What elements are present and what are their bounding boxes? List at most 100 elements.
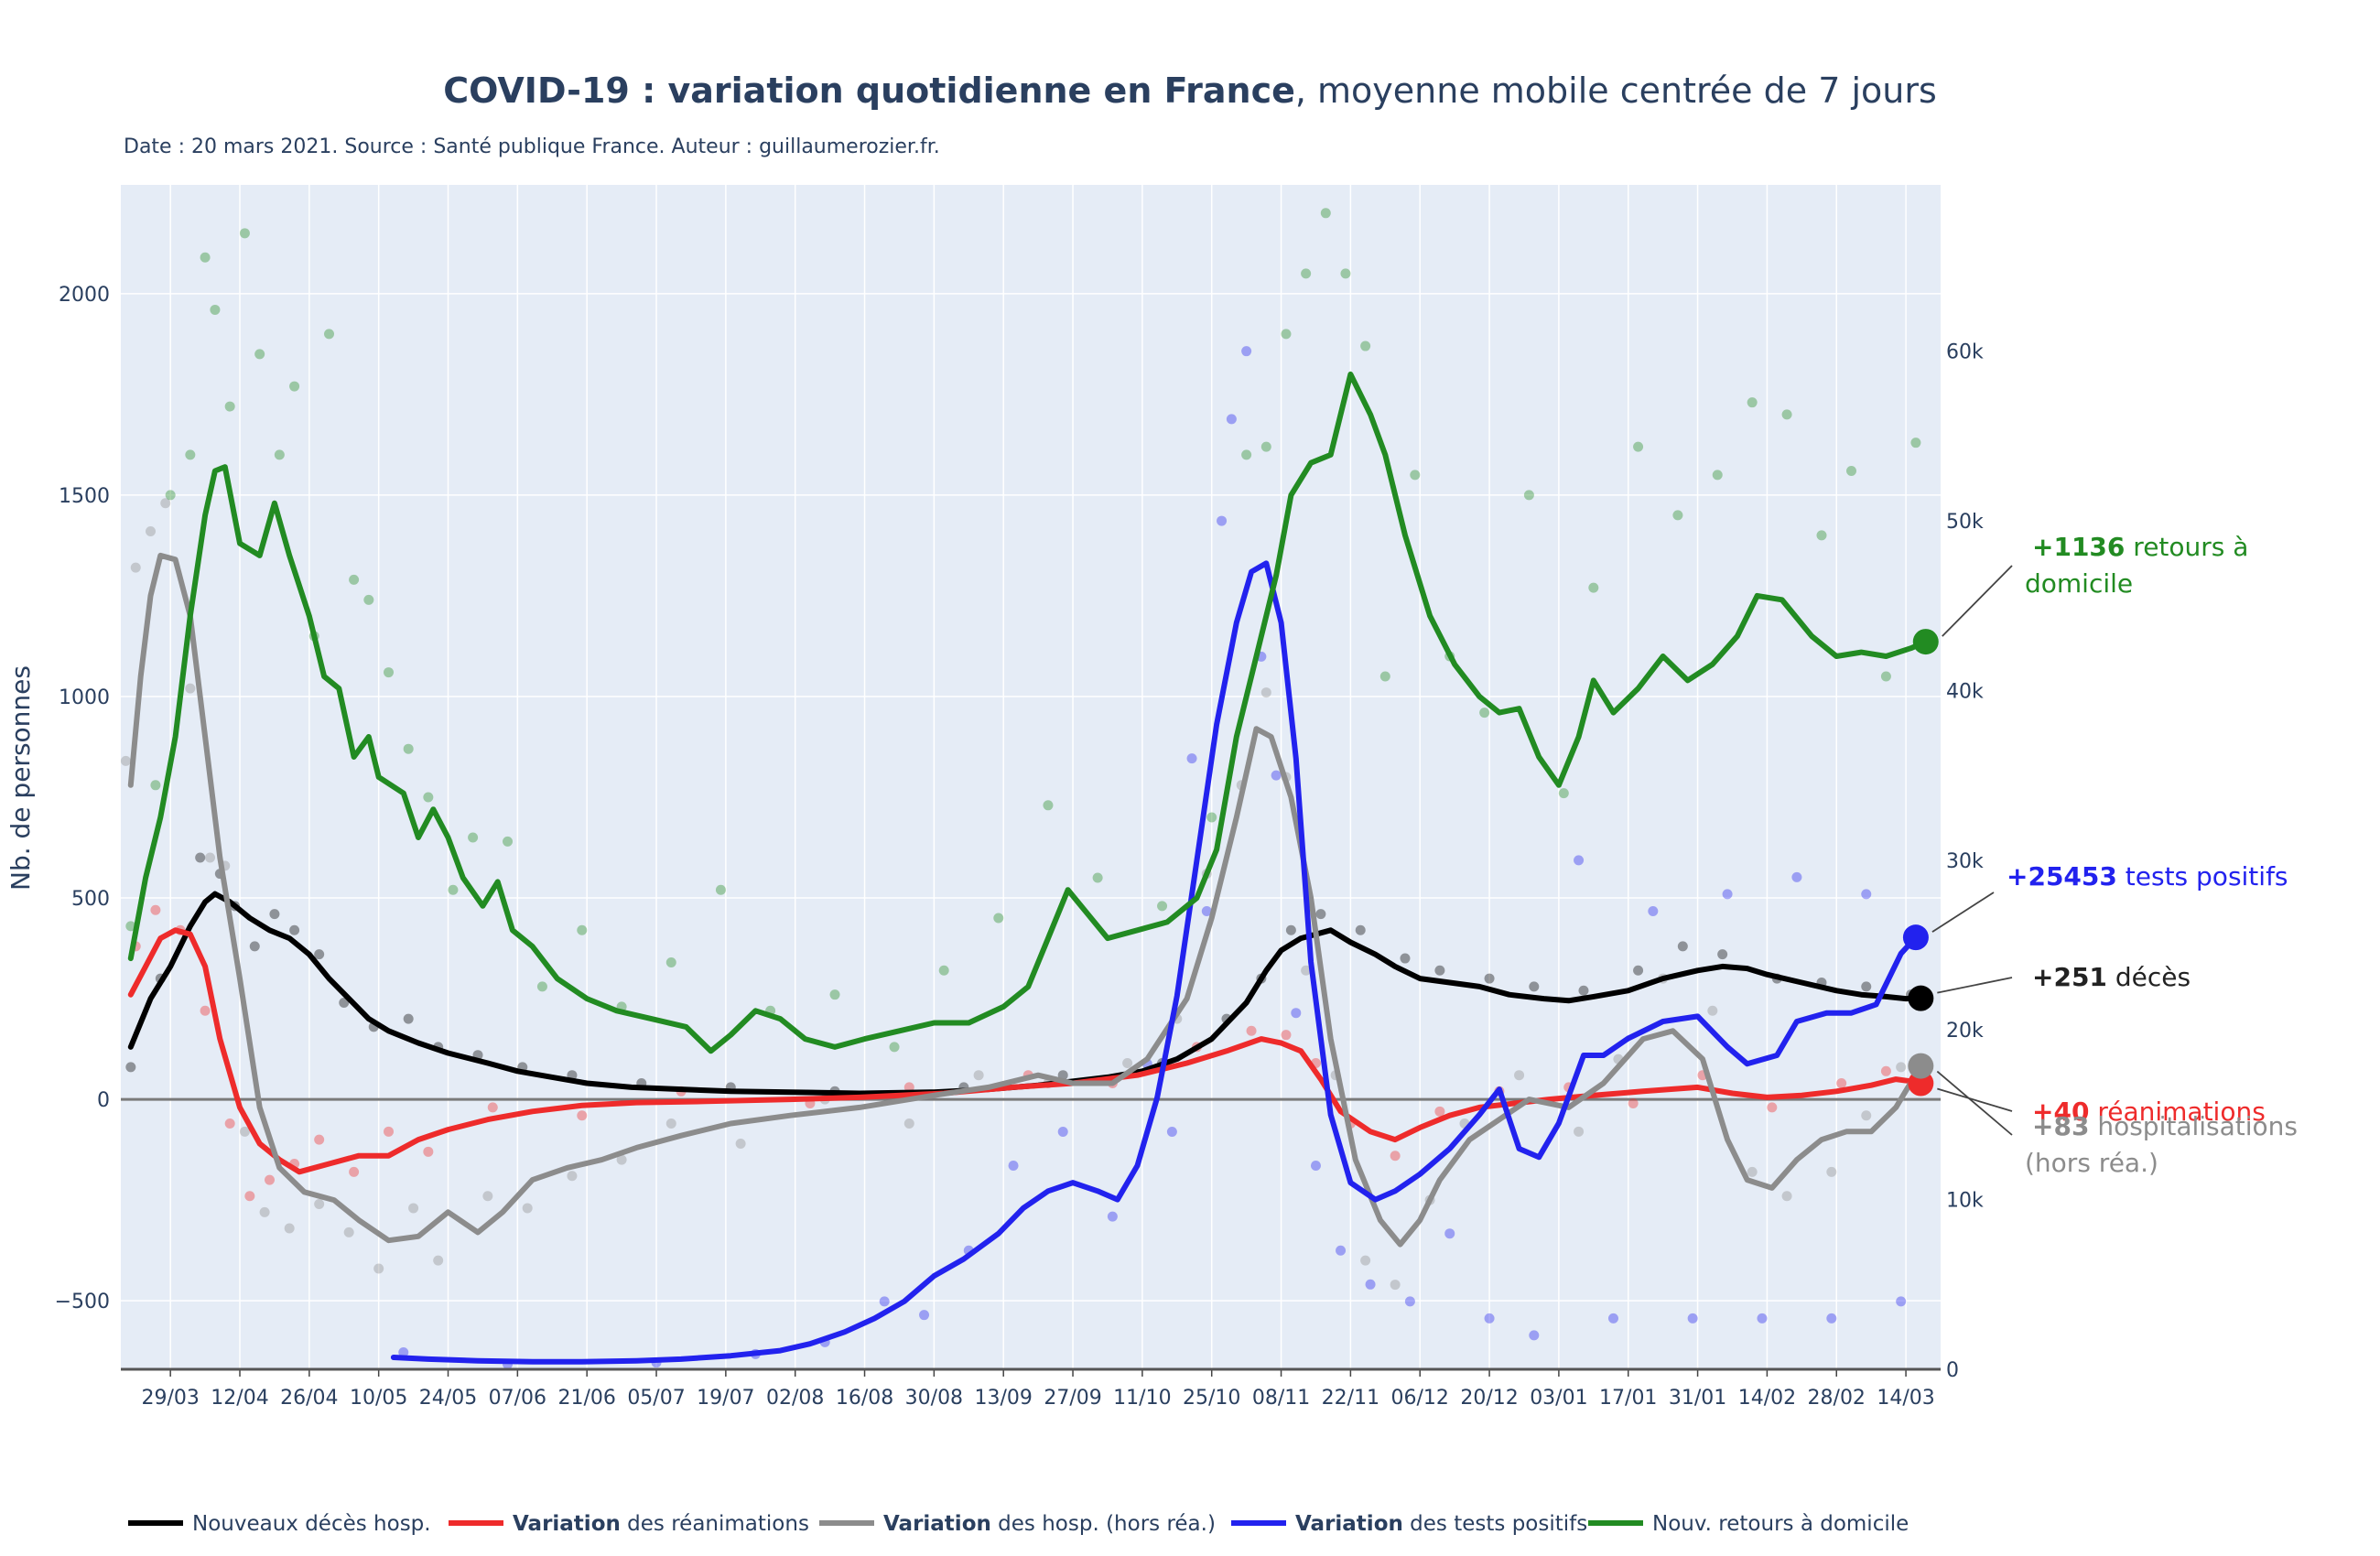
scatter-point (468, 832, 479, 843)
scatter-point (577, 924, 588, 935)
scatter-point (1648, 905, 1659, 916)
x-tick-label: 17/01 (1599, 1387, 1657, 1410)
annotation-label: +83 hospitalisations (2032, 1111, 2298, 1141)
scatter-point (1260, 687, 1271, 698)
y-left-tick-label: 0 (97, 1089, 110, 1112)
scatter-point (448, 884, 459, 895)
scatter-point (616, 1154, 627, 1165)
annotation-value: +1136 (2032, 532, 2125, 562)
scatter-point (373, 1263, 384, 1274)
scatter-point (343, 1226, 354, 1237)
y-right-tick-label: 30k (1946, 850, 1984, 873)
scatter-point (1529, 981, 1540, 992)
scatter-point (1791, 871, 1802, 882)
scatter-point (1861, 1110, 1872, 1121)
chart-title-bold: COVID-19 : variation quotidienne en Fran… (443, 70, 1295, 111)
scatter-point (125, 1062, 136, 1073)
annotation-text: réanimations (2089, 1097, 2265, 1127)
grid-layer (121, 185, 1941, 1369)
scatter-point (1122, 1057, 1133, 1068)
legend-item: Variation des tests positifs (1295, 1512, 1587, 1536)
y-right-tick-label: 40k (1946, 680, 1984, 703)
scatter-point (1315, 909, 1326, 920)
scatter-point (577, 1110, 588, 1121)
scatter-point (259, 1206, 270, 1217)
scatter-point (1226, 414, 1237, 425)
scatter-point (224, 401, 235, 412)
x-tick-label: 02/08 (766, 1387, 824, 1410)
scatter-point (1712, 470, 1723, 481)
scatter-point (1558, 788, 1569, 799)
scatter-point (1360, 340, 1371, 351)
annotation-arrow (1937, 977, 2013, 994)
scatter-point (1633, 965, 1644, 976)
legend: Nouveaux décès hosp. Variation des réanim… (128, 1512, 1909, 1536)
scatter-point (1301, 268, 1312, 279)
legend-text: des hosp. (hors réa.) (991, 1512, 1216, 1536)
scatter-point (1092, 872, 1103, 883)
scatter-point (1826, 1313, 1837, 1324)
scatter-point (403, 743, 414, 754)
scatter-point (1400, 953, 1411, 964)
scatter-point (339, 997, 350, 1008)
scatter-point (1826, 1166, 1837, 1177)
scatter-point (160, 498, 171, 509)
scatter-point (205, 852, 216, 863)
y-left-tick-label: 1000 (59, 686, 110, 709)
scatter-point (1896, 1062, 1907, 1073)
scatter-point (1340, 268, 1351, 279)
annotation-value: +251 (2032, 962, 2107, 992)
scatter-point (146, 526, 157, 537)
annotation-text: retours à (2125, 532, 2248, 562)
axis-layer: 29/03 12/04 26/04 10/05 24/05 07/06 21/06 05/07… (55, 284, 1984, 1410)
scatter-point (715, 884, 726, 895)
x-tick-label: 16/08 (836, 1387, 893, 1410)
scatter-point (1747, 1166, 1758, 1177)
scatter-point (239, 1126, 250, 1137)
scatter-point (1434, 965, 1445, 976)
scatter-point (274, 449, 285, 460)
scatter-point (1767, 1102, 1778, 1113)
annotation-layer: +1136 retours à domicile +25453 tests pos… (1931, 532, 2298, 1178)
annotation-text: tests positifs (2117, 861, 2288, 891)
scatter-point (200, 252, 211, 263)
y-right-tick-label: 50k (1946, 511, 1984, 534)
x-tick-label: 26/04 (280, 1387, 338, 1410)
scatter-point (1057, 1126, 1068, 1137)
scatter-point (1390, 1151, 1401, 1162)
x-tick-label: 22/11 (1322, 1387, 1379, 1410)
scatter-point (1880, 671, 1891, 682)
scatter-point (938, 965, 949, 976)
series-line-4 (127, 371, 1929, 1054)
scatter-point (1291, 1008, 1302, 1019)
scatter-point (384, 1126, 395, 1137)
scatter-point (1880, 1065, 1891, 1076)
series-line-3 (390, 560, 1919, 1365)
scatter-point (1529, 1330, 1540, 1341)
scatter-point (1355, 924, 1366, 935)
scatter-point (1816, 530, 1827, 541)
scatter-point (384, 667, 395, 678)
scatter-point (125, 921, 136, 932)
x-tick-label: 20/12 (1460, 1387, 1518, 1410)
x-tick-label: 29/03 (141, 1387, 199, 1410)
scatter-point (1365, 1279, 1376, 1290)
scatter-point (1008, 1161, 1019, 1172)
scatter-point (1845, 465, 1856, 476)
annotation-label-line2: domicile (2025, 568, 2133, 599)
scatter-point (1434, 1106, 1445, 1117)
scatter-point (423, 1146, 434, 1157)
scatter-point (1523, 490, 1534, 501)
scatter-point (1281, 1030, 1292, 1041)
scatter-point (735, 1139, 746, 1150)
scatter-point (1260, 441, 1271, 452)
scatter-point (1484, 973, 1495, 984)
annotation-value: +83 (2032, 1111, 2089, 1141)
legend-bold: Variation (883, 1512, 991, 1536)
legend-item: Variation des hosp. (hors réa.) (883, 1512, 1216, 1536)
legend-item: Nouveaux décès hosp. (192, 1512, 431, 1536)
legend-text: Nouveaux décès hosp. (192, 1512, 431, 1536)
chart-title: COVID-19 : variation quotidienne en Fran… (443, 70, 1937, 111)
series-end-marker (1908, 985, 1934, 1011)
